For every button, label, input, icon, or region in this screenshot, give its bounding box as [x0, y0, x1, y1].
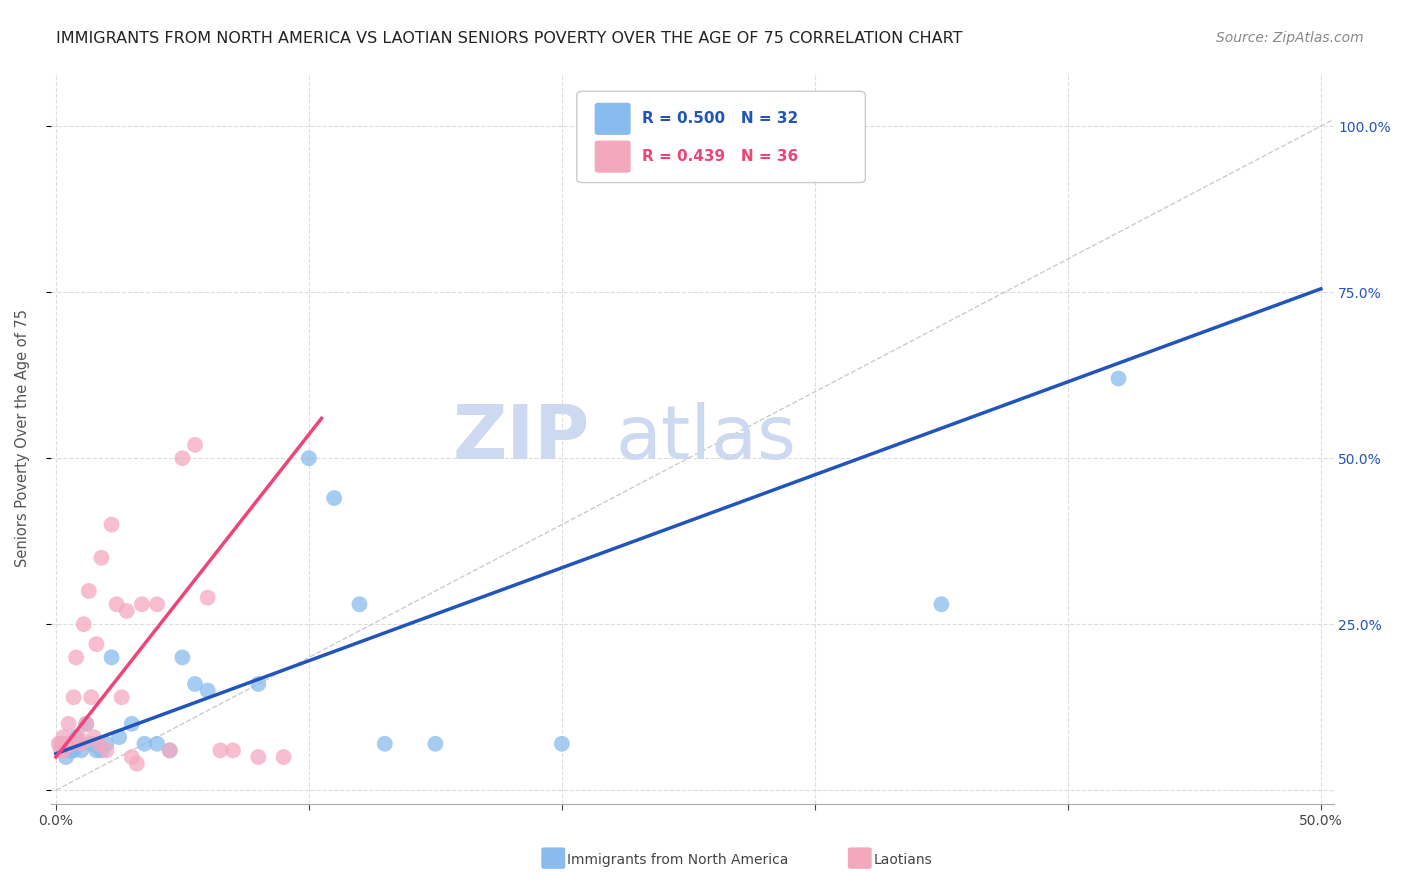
Point: [222, 743, 245, 757]
Point: [52, 730, 75, 744]
Point: [52, 743, 75, 757]
Point: [55, 737, 77, 751]
Point: [67, 730, 90, 744]
Y-axis label: Seniors Poverty Over the Age of 75: Seniors Poverty Over the Age of 75: [15, 310, 30, 567]
Point: [58, 716, 80, 731]
Point: [65, 730, 87, 744]
Point: [184, 677, 207, 691]
Point: [90, 743, 112, 757]
Point: [100, 517, 122, 532]
Point: [55, 750, 77, 764]
Point: [75, 716, 97, 731]
Point: [49, 737, 72, 751]
Point: [100, 650, 122, 665]
Point: [62, 743, 84, 757]
Text: Source: ZipAtlas.com: Source: ZipAtlas.com: [1216, 31, 1364, 45]
Text: Laotians: Laotians: [873, 853, 932, 867]
Point: [70, 737, 93, 751]
Point: [108, 730, 131, 744]
FancyBboxPatch shape: [595, 103, 631, 135]
Point: [425, 737, 447, 751]
Point: [105, 597, 128, 611]
Point: [86, 637, 108, 651]
Point: [1107, 371, 1129, 385]
Point: [52, 743, 75, 757]
Point: [70, 743, 93, 757]
Point: [146, 597, 169, 611]
Point: [111, 690, 134, 705]
Point: [931, 597, 953, 611]
Point: [121, 716, 143, 731]
Text: atlas: atlas: [616, 401, 796, 475]
Point: [159, 743, 181, 757]
Point: [58, 737, 80, 751]
FancyBboxPatch shape: [576, 91, 865, 183]
Point: [83, 730, 105, 744]
Point: [121, 750, 143, 764]
Point: [60, 743, 83, 757]
Point: [67, 737, 90, 751]
Point: [115, 604, 138, 618]
Text: R = 0.500   N = 32: R = 0.500 N = 32: [643, 112, 799, 127]
Point: [86, 743, 108, 757]
Point: [159, 743, 181, 757]
Text: IMMIGRANTS FROM NORTH AMERICA VS LAOTIAN SENIORS POVERTY OVER THE AGE OF 75 CORR: IMMIGRANTS FROM NORTH AMERICA VS LAOTIAN…: [56, 31, 963, 46]
Point: [349, 597, 371, 611]
Point: [65, 650, 87, 665]
Point: [87, 737, 110, 751]
Point: [62, 690, 84, 705]
Point: [131, 597, 153, 611]
Point: [374, 737, 396, 751]
Point: [247, 677, 270, 691]
Text: ZIP: ZIP: [453, 401, 589, 475]
Point: [73, 617, 96, 632]
Point: [273, 750, 295, 764]
Point: [60, 737, 83, 751]
Point: [125, 756, 148, 771]
Point: [184, 438, 207, 452]
Point: [48, 737, 70, 751]
Point: [197, 591, 219, 605]
Point: [49, 743, 72, 757]
Point: [90, 550, 112, 565]
Point: [298, 451, 321, 466]
Text: Immigrants from North America: Immigrants from North America: [567, 853, 787, 867]
Point: [134, 737, 156, 751]
Point: [75, 716, 97, 731]
Point: [146, 737, 169, 751]
Point: [80, 690, 103, 705]
Point: [551, 737, 574, 751]
Point: [77, 584, 100, 599]
Point: [197, 683, 219, 698]
Point: [96, 737, 118, 751]
Point: [172, 451, 194, 466]
Point: [323, 491, 346, 505]
FancyBboxPatch shape: [595, 141, 631, 173]
Point: [80, 737, 103, 751]
Point: [172, 650, 194, 665]
Text: R = 0.439   N = 36: R = 0.439 N = 36: [643, 149, 799, 164]
Point: [96, 743, 118, 757]
Point: [247, 750, 270, 764]
Point: [209, 743, 232, 757]
